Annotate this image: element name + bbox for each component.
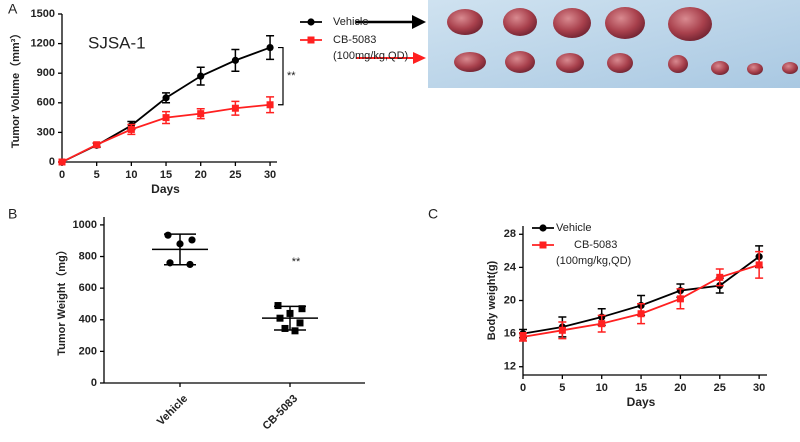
legend-dose: (100mg/kg,QD) — [556, 255, 631, 267]
point — [598, 320, 606, 328]
x-tick-label: 15 — [160, 169, 172, 181]
point — [58, 158, 66, 166]
legend-marker — [539, 241, 547, 249]
x-tick-label: 30 — [264, 169, 276, 181]
point — [291, 327, 299, 335]
y-axis-label: Tumor Volume（mm³） — [9, 28, 22, 149]
x-tick-label: 0 — [520, 382, 526, 394]
y-tick-label: 600 — [37, 97, 55, 109]
y-axis-label: Body weight(g) — [486, 260, 498, 340]
x-tick-label: 20 — [674, 382, 686, 394]
significance: ** — [292, 256, 301, 268]
legend-label: Vehicle — [556, 222, 591, 234]
x-tick-label: 30 — [753, 382, 765, 394]
significance-bracket — [278, 46, 284, 106]
y-axis-label: Tumor Weight（mg） — [55, 244, 68, 355]
x-tick-label: 5 — [559, 382, 565, 394]
y-tick-label: 12 — [504, 361, 516, 373]
y-tick-label: 0 — [91, 377, 97, 389]
point — [197, 72, 205, 80]
point — [274, 302, 282, 310]
point — [231, 56, 239, 64]
point — [188, 236, 196, 244]
legend-label: CB-5083 — [574, 239, 617, 251]
point — [127, 125, 135, 133]
x-axis-label: Days — [151, 182, 180, 196]
sd-bar — [274, 305, 306, 331]
y-tick-label: 600 — [79, 282, 97, 294]
x-tick-label: 0 — [59, 169, 65, 181]
legend-marker — [307, 36, 315, 44]
sd-bar — [164, 233, 196, 266]
point — [266, 101, 274, 109]
y-tick-label: 800 — [79, 250, 97, 262]
x-tick-label: CB-5083 — [261, 393, 301, 433]
point — [296, 319, 304, 327]
panel-label: B — [8, 206, 17, 222]
y-tick-label: 16 — [504, 328, 516, 340]
y-tick-label: 900 — [37, 67, 55, 79]
x-tick-label: 15 — [635, 382, 647, 394]
legend-label: CB-5083 — [333, 34, 376, 46]
point — [162, 114, 170, 122]
y-tick-label: 400 — [79, 314, 97, 326]
point — [716, 273, 724, 281]
point — [298, 305, 306, 313]
y-tick-label: 1500 — [31, 8, 55, 20]
point — [164, 231, 172, 239]
y-tick-label: 1000 — [73, 219, 97, 231]
x-tick-label: 25 — [229, 169, 241, 181]
legend-marker — [539, 224, 547, 232]
point — [266, 43, 274, 52]
x-tick-label: 25 — [714, 382, 726, 394]
x-axis-label: Days — [627, 395, 656, 409]
y-tick-label: 300 — [37, 126, 55, 138]
x-tick-label: 5 — [94, 169, 100, 181]
chart-label: SJSA-1 — [88, 33, 146, 52]
y-tick-label: 24 — [504, 261, 517, 273]
point — [197, 110, 205, 118]
point — [637, 310, 645, 318]
y-tick-label: 28 — [504, 228, 516, 240]
point — [231, 104, 239, 112]
y-tick-label: 0 — [49, 156, 55, 168]
x-tick-label: 10 — [125, 169, 137, 181]
panel-label: A — [8, 1, 18, 17]
point — [162, 94, 170, 102]
y-tick-label: 20 — [504, 294, 516, 306]
x-tick-label: 10 — [596, 382, 608, 394]
point — [755, 261, 763, 269]
y-tick-label: 200 — [79, 345, 97, 357]
x-tick-label: Vehicle — [155, 393, 190, 428]
legend-dose: (100mg/kg,QD) — [333, 50, 408, 62]
tumor-photo — [428, 0, 800, 88]
point — [281, 324, 289, 332]
panel-label: C — [428, 206, 438, 222]
legend-marker — [307, 18, 315, 26]
significance: ** — [287, 70, 296, 82]
legend-label: Vehicle — [333, 16, 368, 28]
point — [558, 326, 566, 334]
point — [519, 333, 527, 341]
point — [676, 295, 684, 303]
point — [93, 141, 101, 149]
x-tick-label: 20 — [195, 169, 207, 181]
legend-arrows — [356, 15, 426, 64]
y-tick-label: 1200 — [31, 38, 55, 50]
